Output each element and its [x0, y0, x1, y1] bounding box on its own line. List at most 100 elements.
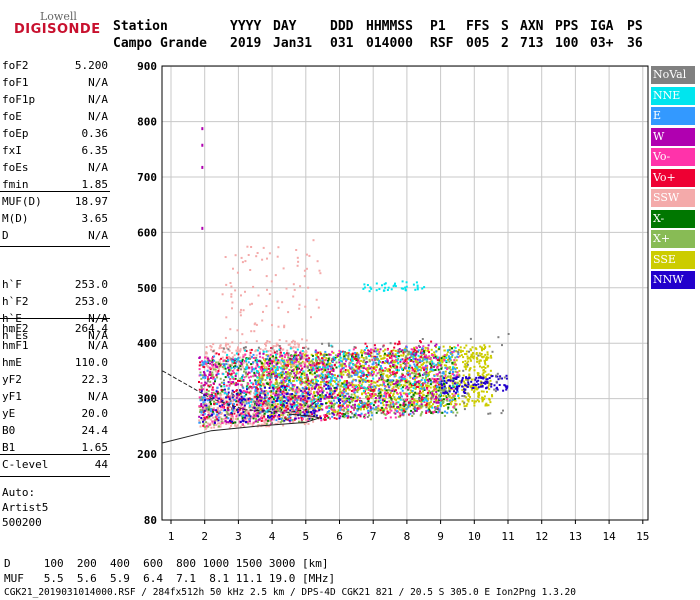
data-point — [230, 293, 233, 296]
data-point — [232, 356, 234, 359]
data-point — [386, 380, 389, 383]
data-point — [300, 411, 303, 414]
data-point — [357, 414, 360, 417]
data-point — [444, 370, 447, 373]
data-point — [345, 365, 347, 368]
data-point — [418, 394, 421, 397]
data-point — [224, 420, 227, 423]
side-param-row: foF1p N/A — [2, 93, 108, 109]
data-point — [247, 410, 250, 413]
data-point — [219, 361, 222, 364]
data-point — [332, 399, 335, 402]
data-point — [321, 360, 324, 363]
data-point — [212, 411, 215, 414]
data-point — [436, 359, 439, 362]
data-point — [308, 362, 311, 365]
data-point — [433, 400, 436, 403]
data-point — [323, 361, 326, 364]
data-point — [322, 363, 325, 366]
data-point — [243, 370, 245, 373]
data-point — [443, 354, 446, 357]
side-param-value: 18.97 — [74, 195, 108, 208]
data-point — [275, 378, 278, 381]
data-point — [212, 407, 215, 410]
data-point — [425, 402, 428, 405]
data-point — [441, 360, 444, 363]
data-point — [374, 397, 377, 399]
data-point — [279, 354, 282, 357]
data-point — [386, 362, 389, 365]
data-point — [298, 420, 300, 423]
data-point — [313, 398, 316, 401]
data-point — [399, 414, 402, 417]
data-point — [321, 380, 324, 383]
data-point — [220, 409, 223, 411]
data-point — [199, 371, 202, 374]
data-point — [343, 402, 345, 405]
data-point — [396, 385, 399, 388]
data-point — [308, 254, 311, 257]
data-point — [240, 404, 243, 407]
data-point — [291, 403, 294, 406]
data-point — [367, 349, 370, 352]
data-point — [390, 357, 393, 359]
data-point — [363, 364, 366, 367]
data-point — [262, 407, 265, 410]
data-point — [198, 396, 201, 399]
data-point — [272, 365, 275, 368]
data-point — [383, 398, 386, 401]
data-point — [426, 349, 429, 352]
data-point — [315, 359, 318, 362]
data-point — [199, 411, 202, 413]
data-point — [421, 405, 424, 408]
data-point — [438, 347, 441, 350]
data-point — [368, 374, 371, 377]
data-point — [317, 357, 320, 360]
data-point — [369, 367, 372, 370]
data-point — [262, 368, 265, 371]
data-point — [406, 357, 409, 360]
data-point — [389, 379, 392, 382]
data-point — [286, 385, 289, 387]
data-point — [243, 376, 246, 379]
data-point — [392, 365, 395, 368]
data-point — [331, 357, 334, 360]
data-point — [212, 412, 215, 415]
data-point — [455, 359, 458, 362]
data-point — [397, 415, 400, 418]
data-point — [393, 375, 396, 378]
data-point — [240, 383, 243, 386]
data-point — [356, 355, 359, 358]
data-point — [417, 386, 420, 388]
data-point — [252, 357, 255, 359]
data-point — [442, 371, 445, 374]
data-point — [296, 376, 299, 379]
data-point — [274, 366, 277, 369]
data-point — [291, 361, 294, 364]
data-point — [412, 360, 415, 363]
data-point — [356, 371, 359, 374]
data-point — [219, 416, 222, 419]
data-point — [349, 410, 352, 413]
data-point — [328, 385, 331, 388]
data-point — [392, 363, 395, 366]
side-param-value: 44 — [94, 458, 108, 471]
data-point — [222, 397, 225, 400]
data-point — [241, 408, 244, 411]
data-point — [252, 361, 254, 364]
data-point — [345, 386, 348, 389]
data-point — [329, 353, 332, 356]
data-point — [328, 356, 331, 359]
data-point — [269, 414, 272, 417]
data-point — [378, 352, 381, 355]
data-point — [333, 395, 336, 398]
x-tick-label: 13 — [569, 530, 582, 543]
data-point — [291, 358, 294, 361]
logo-digisonde: DIGISONDE — [14, 22, 101, 37]
side-param-label: foF1 — [2, 76, 29, 89]
data-point — [339, 412, 341, 415]
data-point — [202, 423, 205, 426]
data-point — [209, 362, 212, 365]
data-point — [307, 400, 310, 403]
data-point — [418, 387, 421, 390]
